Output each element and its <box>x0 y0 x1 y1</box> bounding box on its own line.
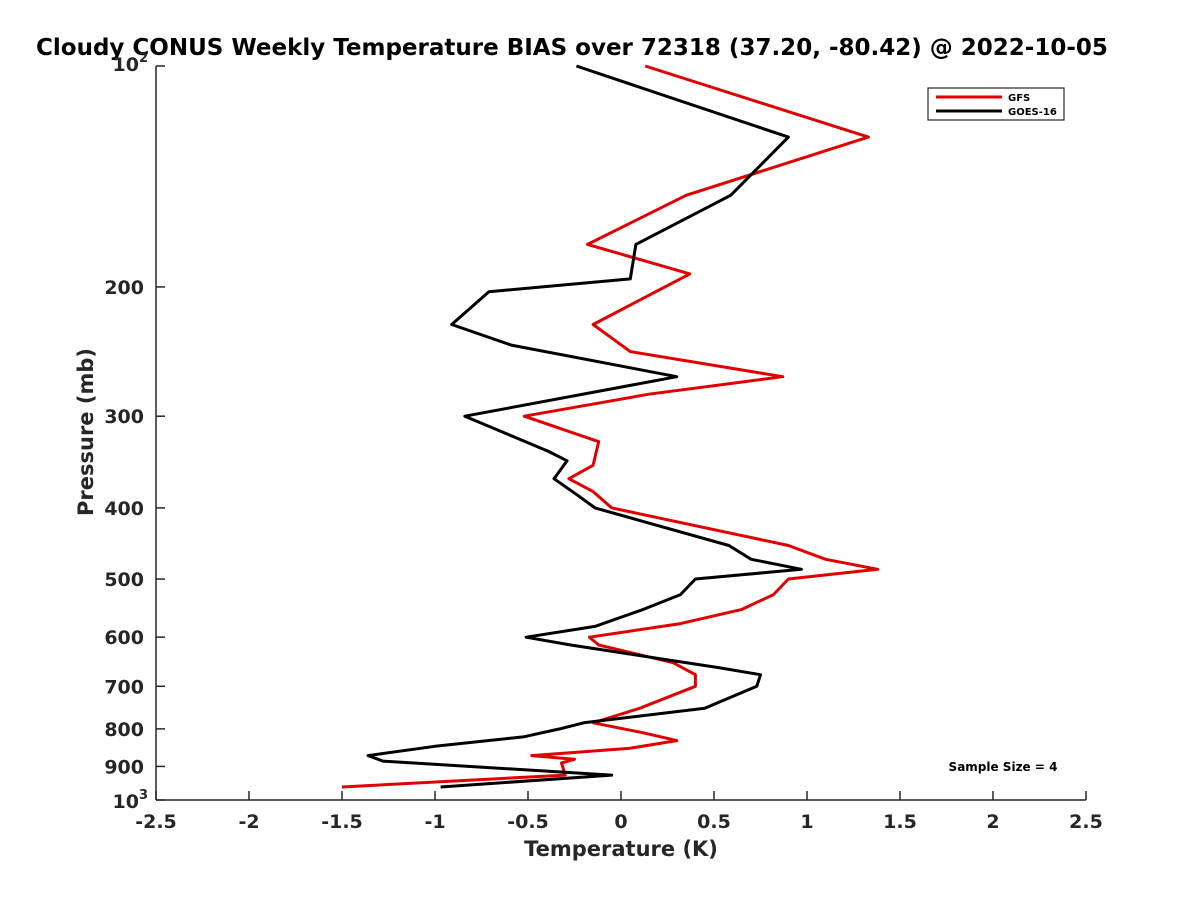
x-tick-label: 1.5 <box>883 811 917 833</box>
legend: GFS GOES-16 <box>927 87 1065 121</box>
y-tick-label: 700 <box>104 676 144 698</box>
plot-lines <box>341 64 880 789</box>
x-tick-label: -1 <box>424 811 445 833</box>
y-tick-label: 200 <box>104 277 144 299</box>
x-tick-label: -1.5 <box>321 811 363 833</box>
x-axis-label: Temperature (K) <box>524 837 718 861</box>
x-tick-label: 0.5 <box>697 811 731 833</box>
y-tick-label: 300 <box>104 406 144 428</box>
legend-box <box>927 87 1065 121</box>
y-axis-label: Pressure (mb) <box>74 348 98 516</box>
x-tick-label: -2 <box>238 811 259 833</box>
y-tick-label: 900 <box>104 756 144 778</box>
y-tick-labels: 102 200 300 400 500 600 700 800 900 103 <box>104 51 148 813</box>
y-tick-label: 400 <box>104 498 144 520</box>
legend-label: GFS <box>1008 93 1030 104</box>
x-tick-label: -0.5 <box>507 811 549 833</box>
y-tick-label: 800 <box>104 719 144 741</box>
x-tick-label: 0 <box>614 811 627 833</box>
axes <box>155 65 1087 801</box>
chart-title: Cloudy CONUS Weekly Temperature BIAS ove… <box>36 35 1108 61</box>
y-tick-label: 600 <box>104 627 144 649</box>
x-tick-label: -2.5 <box>135 811 177 833</box>
x-tick-labels: -2.5 -2 -1.5 -1 -0.5 0 0.5 1 1.5 2 2.5 <box>135 811 1103 833</box>
x-tick-label: 2.5 <box>1069 811 1103 833</box>
sample-size-annotation: Sample Size = 4 <box>949 760 1058 774</box>
x-tick-label: 2 <box>986 811 999 833</box>
y-tick-label: 500 <box>104 569 144 591</box>
series-line-gfs <box>341 64 880 789</box>
x-tick-label: 1 <box>800 811 813 833</box>
y-tick-label: 102 <box>113 51 149 76</box>
series-line-goes16 <box>366 64 803 789</box>
y-tick-label: 103 <box>113 788 149 813</box>
legend-label: GOES-16 <box>1008 107 1057 118</box>
